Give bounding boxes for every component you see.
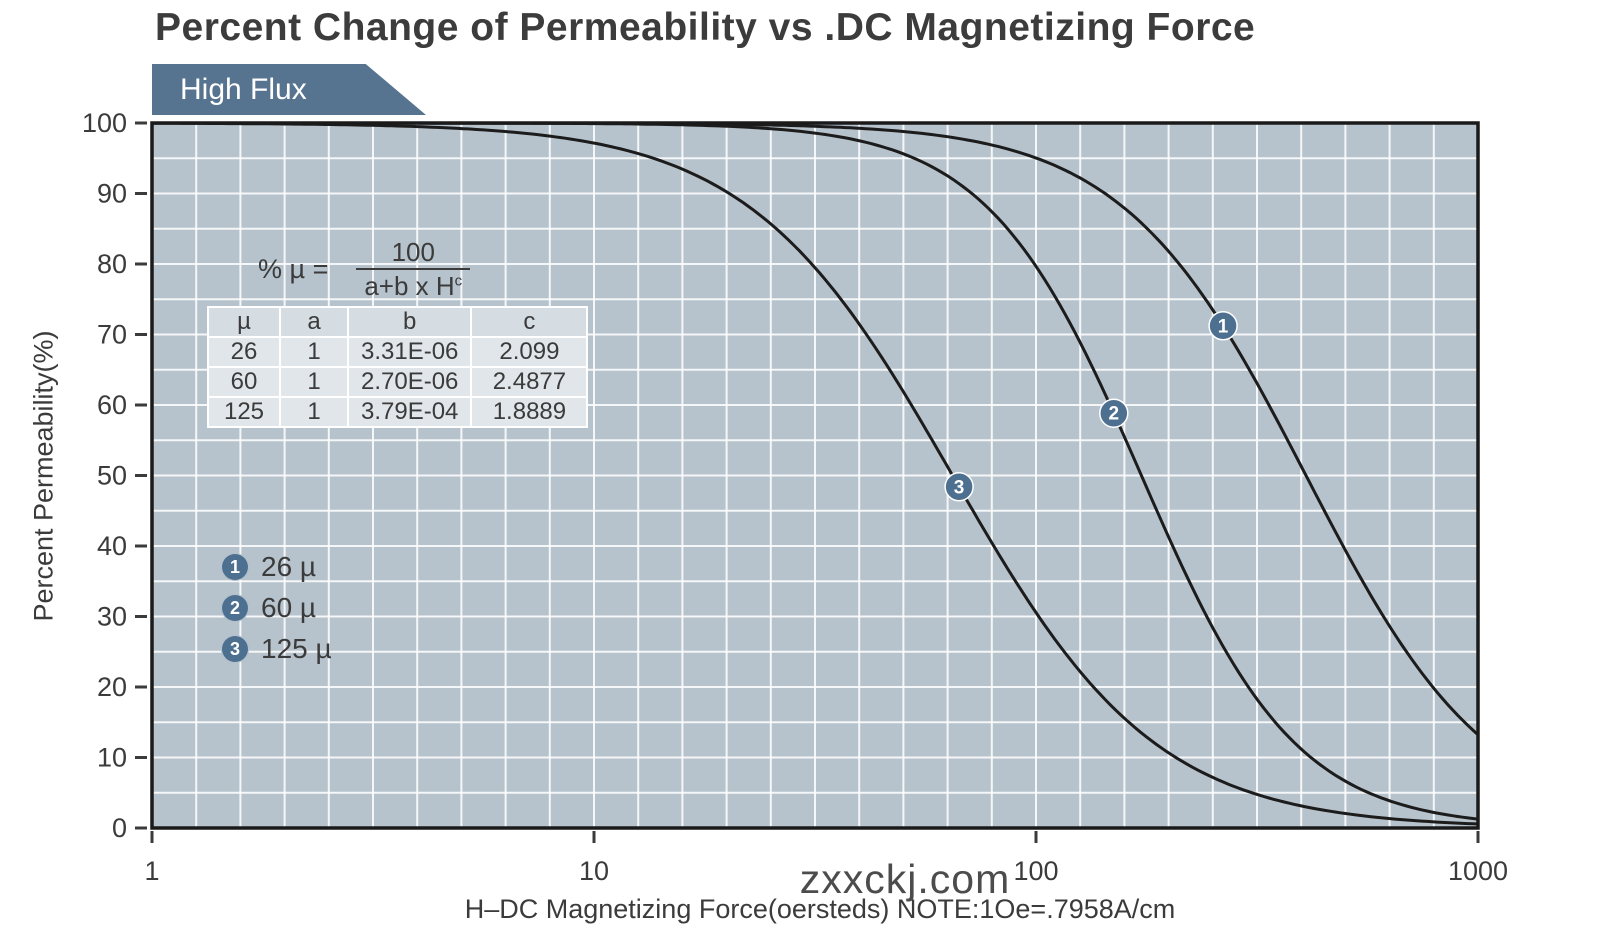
legend-item: 1 26 µ (221, 551, 332, 583)
y-tick-label: 20 (97, 672, 127, 702)
params-table: µ a b c 26 1 3.31E-06 2.099 60 1 2.70E-06 2.4877 125… (207, 306, 589, 428)
formula-denominator: a+b x Hc (356, 267, 471, 302)
params-table-cell: 3.79E-04 (346, 396, 473, 428)
x-tick-label: 1000 (1448, 856, 1508, 886)
curve-marker-3 (944, 472, 974, 502)
params-table-header: µ (207, 306, 281, 338)
legend-label: 60 µ (261, 592, 317, 623)
y-tick-label: 100 (82, 108, 127, 138)
params-table-cell: 60 (207, 366, 281, 398)
y-tick-label: 60 (97, 390, 127, 420)
y-tick-label: 80 (97, 249, 127, 279)
params-table-cell: 26 (207, 336, 281, 368)
legend: 1 26 µ 2 60 µ 3 125 µ (221, 551, 332, 665)
x-tick-label: 10 (579, 856, 609, 886)
chart-title: Percent Change of Permeability vs .DC Ma… (155, 6, 1256, 49)
formula-fraction: 100 a+b x Hc (356, 237, 471, 302)
x-tick-label: 1 (144, 856, 159, 886)
y-tick-label: 90 (97, 179, 127, 209)
curve-marker-label: 3 (954, 477, 965, 498)
y-tick-label: 10 (97, 743, 127, 773)
curve-marker-label: 1 (1218, 316, 1229, 337)
curve-marker-1 (1208, 311, 1238, 341)
formula-lhs: % µ = (258, 254, 329, 285)
params-table-cell: 1 (279, 336, 349, 368)
formula-numerator: 100 (391, 237, 435, 267)
y-tick-label: 50 (97, 461, 127, 491)
params-table-header: c (470, 306, 589, 338)
curve-marker-2 (1099, 398, 1129, 428)
material-banner-label: High Flux (180, 72, 307, 106)
legend-item: 3 125 µ (221, 633, 332, 665)
legend-marker-badge: 1 (221, 553, 249, 581)
x-axis-title: H–DC Magnetizing Force(oersteds) NOTE:1O… (464, 894, 1176, 924)
y-tick-label: 30 (97, 602, 127, 632)
params-table-row: 125 1 3.79E-04 1.8889 (207, 396, 589, 428)
params-table-cell: 2.4877 (470, 366, 589, 398)
legend-label: 125 µ (261, 633, 332, 664)
params-table-cell: 125 (207, 396, 281, 428)
x-tick-label: 100 (1013, 856, 1058, 886)
params-table-cell: 3.31E-06 (346, 336, 473, 368)
legend-item: 2 60 µ (221, 592, 332, 624)
params-table-cell: 1 (279, 366, 349, 398)
params-table-cell: 1.8889 (470, 396, 589, 428)
curve-marker-label: 2 (1109, 404, 1120, 425)
curve-125u (152, 121, 1479, 826)
params-table-row: 60 1 2.70E-06 2.4877 (207, 366, 589, 398)
legend-marker-badge: 3 (221, 635, 249, 663)
params-table-header: b (346, 306, 473, 338)
params-table-cell: 2.099 (470, 336, 589, 368)
y-axis-title: Percent Permeability(%) (28, 330, 59, 622)
params-table-cell: 1 (279, 396, 349, 428)
legend-marker-badge: 2 (221, 594, 249, 622)
plot-border (150, 121, 1480, 830)
y-tick-label: 70 (97, 320, 127, 350)
permeability-formula: % µ = 100 a+b x Hc (258, 237, 471, 302)
params-table-row: 26 1 3.31E-06 2.099 (207, 336, 589, 368)
legend-label: 26 µ (261, 551, 317, 582)
params-table-header: a (279, 306, 349, 338)
y-tick-label: 0 (112, 813, 127, 843)
y-tick-label: 40 (97, 531, 127, 561)
params-table-cell: 2.70E-06 (346, 366, 473, 398)
watermark: zxxckj.com (799, 856, 1011, 902)
